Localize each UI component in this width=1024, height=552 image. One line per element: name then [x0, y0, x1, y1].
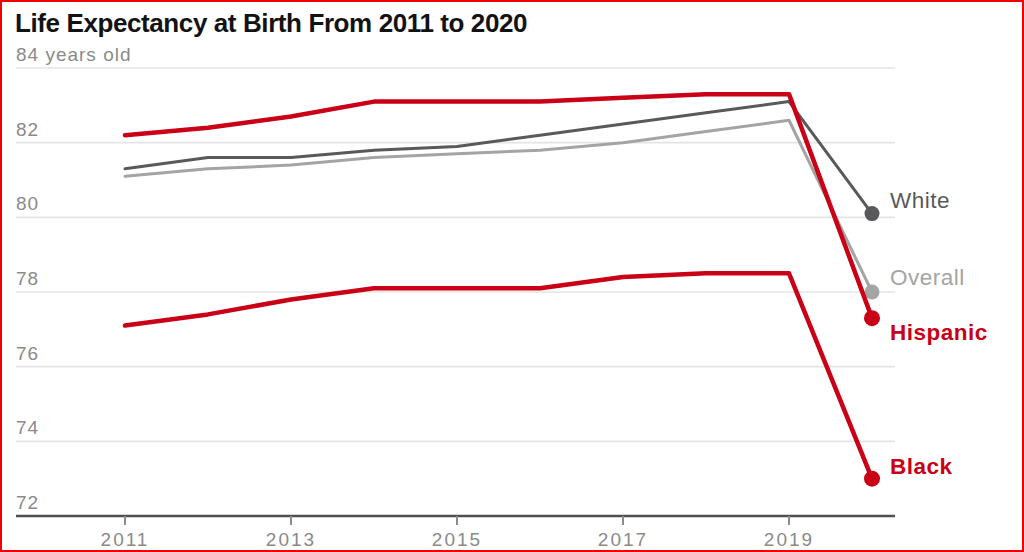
y-axis-label-78: 78	[16, 268, 39, 289]
series-label-overall: Overall	[890, 265, 965, 290]
series-endpoint-hispanic	[864, 310, 880, 326]
series-endpoint-overall	[865, 284, 880, 299]
series-line-white	[125, 102, 872, 214]
series-label-white: White	[890, 188, 950, 213]
y-axis-label-74: 74	[16, 417, 39, 438]
series-line-hispanic	[125, 94, 872, 318]
y-axis-label-84: 84 years old	[16, 44, 132, 65]
series-label-hispanic: Hispanic	[890, 320, 988, 345]
y-axis-label-76: 76	[16, 343, 39, 364]
x-axis-label-2011: 2011	[101, 529, 150, 550]
series-endpoint-black	[864, 471, 880, 487]
y-axis-label-72: 72	[16, 492, 39, 513]
x-axis-label-2013: 2013	[266, 529, 316, 550]
series-endpoint-white	[865, 206, 880, 221]
chart-canvas: 84 years old 82 80 78 76 74 72 2011 2013 2015 2017…	[2, 2, 1024, 552]
series-line-black	[125, 273, 872, 478]
chart-card: Life Expectancy at Birth From 2011 to 20…	[0, 0, 1024, 552]
life-expectancy-line-chart: 84 years old 82 80 78 76 74 72 2011 2013 2015 2017…	[2, 2, 1022, 550]
x-axis-label-2017: 2017	[598, 529, 648, 550]
series-label-black: Black	[890, 454, 953, 479]
y-axis-label-82: 82	[16, 119, 39, 140]
series-line-overall	[125, 120, 872, 292]
y-axis-label-80: 80	[16, 193, 39, 214]
x-axis-label-2019: 2019	[764, 529, 814, 550]
x-axis-label-2015: 2015	[432, 529, 482, 550]
